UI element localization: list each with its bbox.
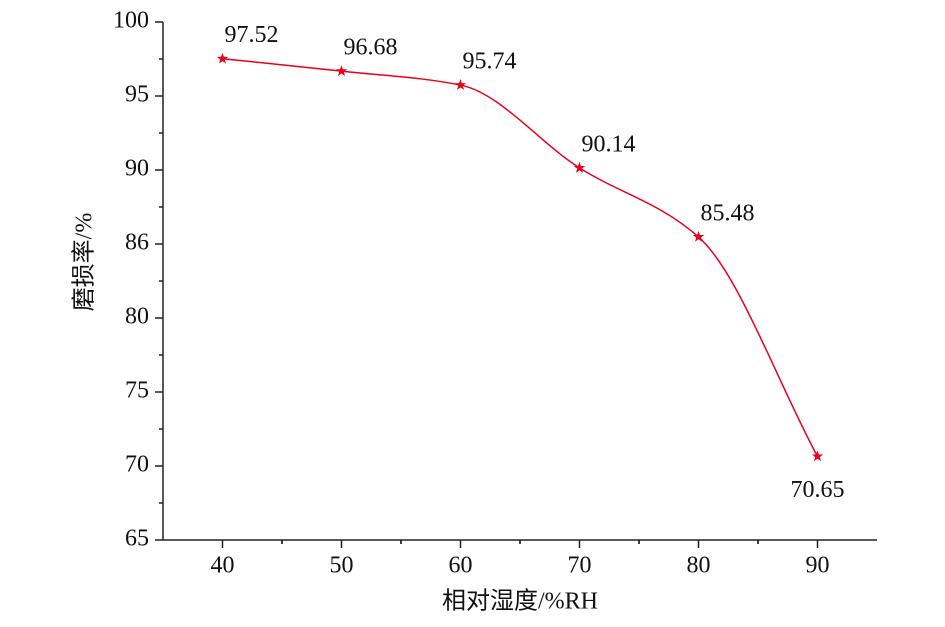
- marker: [573, 161, 586, 173]
- y-tick-label: 65: [125, 526, 149, 552]
- data-label: 96.68: [344, 35, 398, 61]
- marker: [692, 230, 705, 242]
- data-label: 85.48: [701, 200, 755, 226]
- x-tick-label: 90: [806, 553, 830, 579]
- data-label: 70.65: [791, 477, 845, 503]
- x-tick-label: 50: [330, 553, 354, 579]
- x-axis-title: 相对湿度/%RH: [442, 588, 598, 615]
- y-tick-label: 90: [125, 156, 149, 182]
- marker: [216, 52, 229, 64]
- marker: [811, 450, 824, 462]
- line: [222, 57, 819, 457]
- marker: [335, 65, 348, 76]
- y-tick-label: 100: [113, 8, 149, 34]
- data-label: 90.14: [582, 131, 636, 157]
- y-tick-label: 95: [125, 82, 149, 108]
- x-tick-label: 60: [449, 553, 473, 579]
- x-tick-label: 40: [211, 553, 235, 579]
- data-label: 97.52: [225, 22, 279, 48]
- y-tick-label: 86: [125, 230, 149, 256]
- y-tick-label: 80: [125, 304, 149, 330]
- x-tick-label: 80: [687, 553, 711, 579]
- data-label: 95.74: [463, 49, 517, 75]
- x-tick-label: 70: [568, 553, 592, 579]
- marker: [454, 79, 467, 90]
- y-tick-label: 75: [125, 378, 149, 404]
- y-tick-label: 70: [125, 452, 149, 478]
- y-axis-title: 磨损率/%: [71, 213, 98, 312]
